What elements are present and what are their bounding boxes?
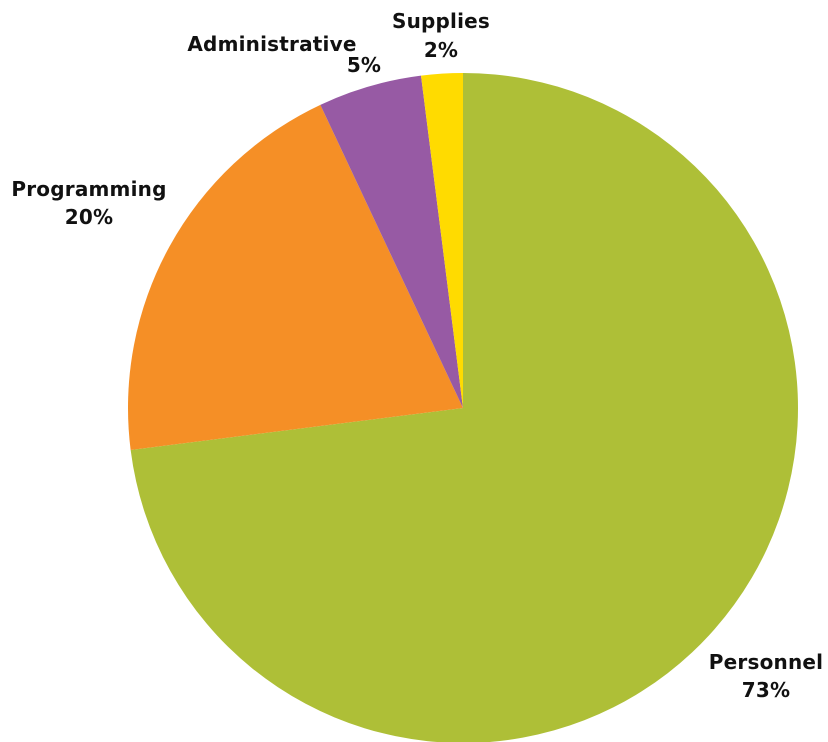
slice-label-supplies: Supplies — [392, 9, 490, 33]
pie-slice-supplies — [421, 73, 463, 408]
slice-value-personnel: 73% — [742, 678, 790, 702]
pie-labels: Personnel 73% Programming 20% Administrative… — [11, 9, 823, 702]
slice-label-personnel: Personnel — [709, 650, 823, 674]
pie-slices — [127, 73, 798, 742]
slice-value-supplies: 2% — [424, 38, 458, 62]
pie-slice-programming — [127, 104, 463, 450]
slice-value-programming: 20% — [65, 205, 113, 229]
slice-value-administrative: 5% — [347, 53, 381, 77]
pie-slice-personnel — [130, 73, 798, 742]
pie-slice-administrative — [320, 75, 463, 408]
slice-label-programming: Programming — [11, 177, 166, 201]
slice-label-administrative: Administrative — [187, 32, 356, 56]
